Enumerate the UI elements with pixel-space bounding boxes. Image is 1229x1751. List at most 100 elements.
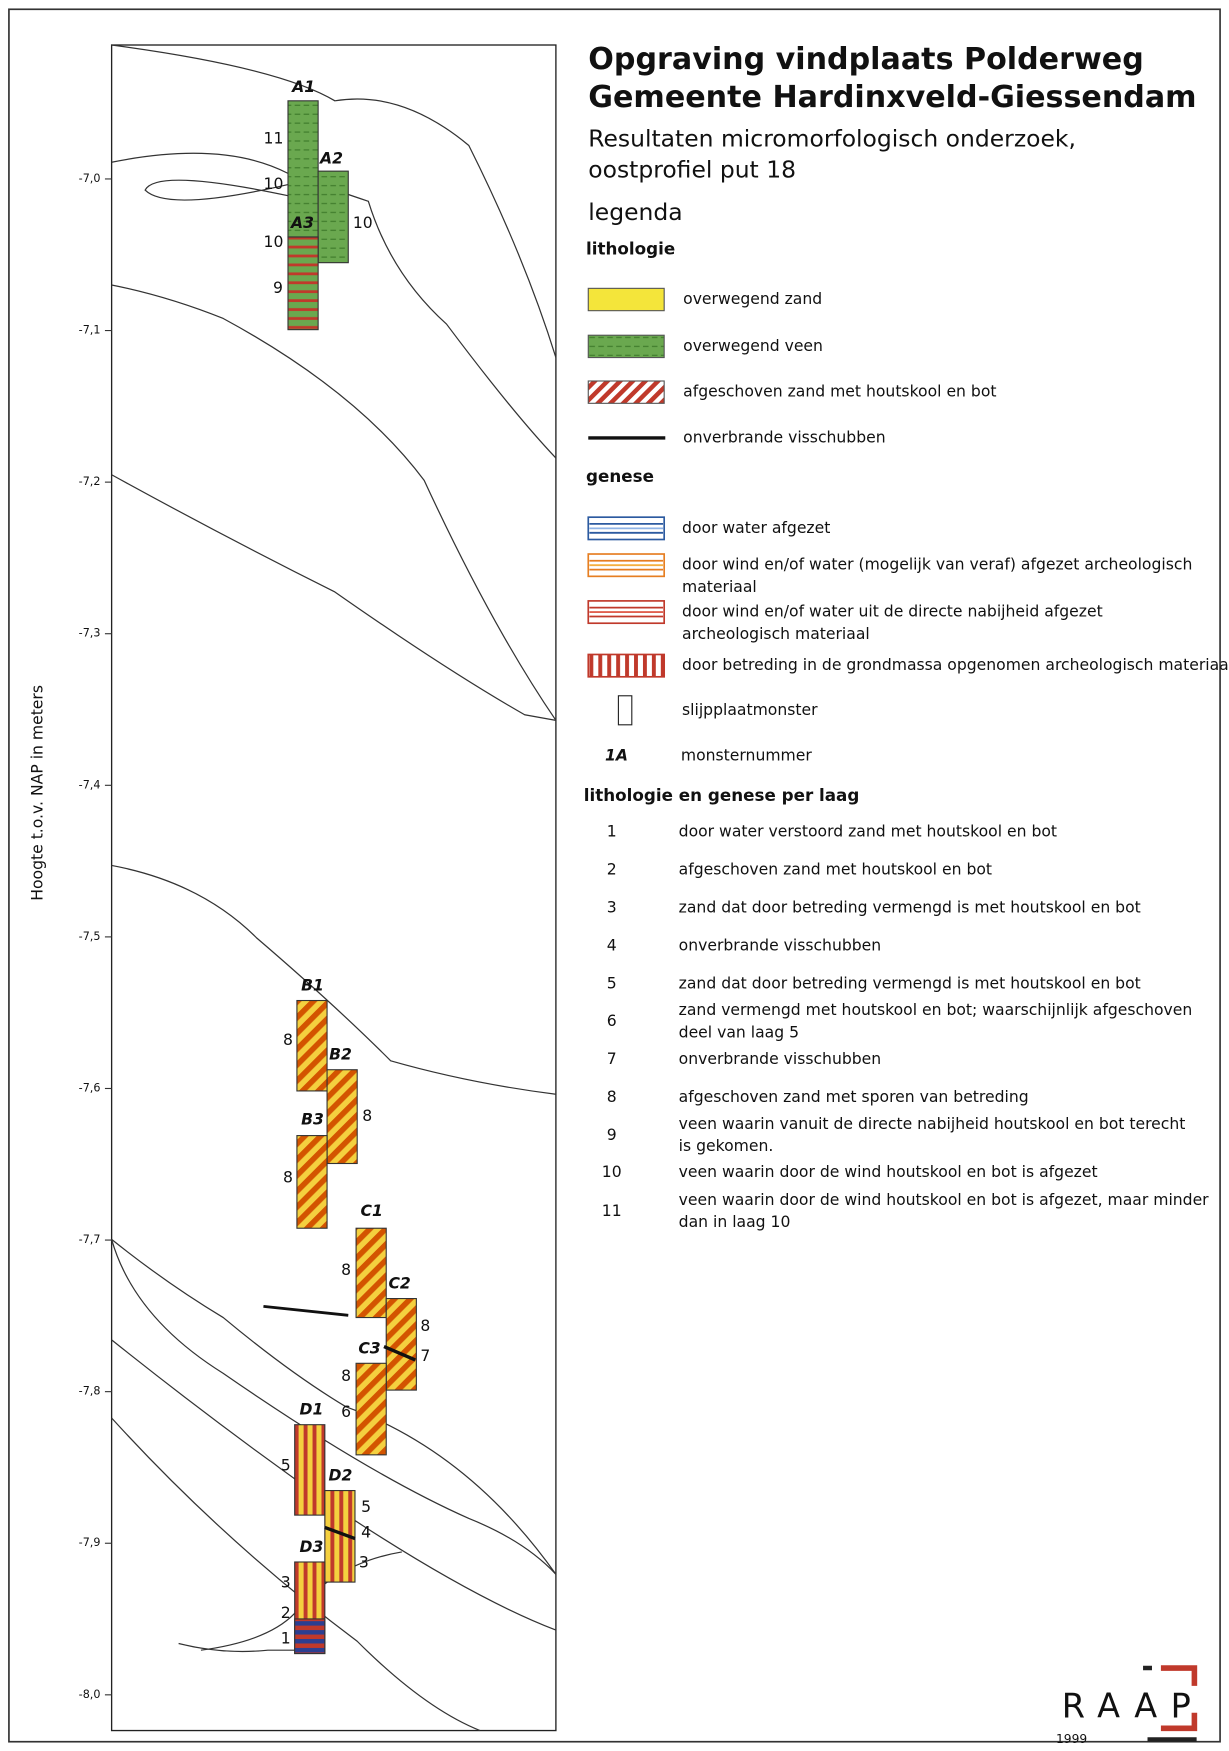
sample-segment xyxy=(295,1619,325,1654)
layer-label: 7 xyxy=(420,1347,430,1365)
y-tick-label: -7,3 xyxy=(79,627,101,640)
layer-label: 9 xyxy=(273,279,283,297)
y-tick-label: -7,8 xyxy=(79,1385,101,1398)
legend-label: door betreding in de grondmassa opgenome… xyxy=(682,656,1229,674)
layer-label: 4 xyxy=(361,1523,371,1541)
sample-label: C3 xyxy=(358,1339,380,1357)
swatch xyxy=(588,654,664,676)
logo: RAAP 1999 xyxy=(1056,1668,1204,1746)
layer-number: 9 xyxy=(607,1126,617,1144)
sample-column xyxy=(295,1425,325,1515)
layer-number: 10 xyxy=(602,1163,622,1181)
sample-column xyxy=(288,237,318,330)
logo-text: RAAP xyxy=(1062,1687,1204,1726)
title: Gemeente Hardinxveld-Giessendam xyxy=(588,80,1196,115)
sample-column xyxy=(327,1070,357,1164)
layer-number: 7 xyxy=(607,1050,617,1068)
layer-text: dan in laag 10 xyxy=(679,1213,791,1231)
sample-column xyxy=(318,171,348,263)
layer-text: zand dat door betreding vermengd is met … xyxy=(679,974,1141,992)
legend-label: slijpplaatmonster xyxy=(682,701,818,719)
sample-column xyxy=(386,1299,416,1391)
legend-label: door water afgezet xyxy=(682,519,830,537)
y-tick-label: -7,9 xyxy=(79,1536,101,1549)
legend-label: overwegend veen xyxy=(683,337,823,355)
layer-number: 5 xyxy=(607,974,617,992)
y-tick-label: -7,5 xyxy=(79,930,101,943)
y-tick-label: -7,6 xyxy=(79,1081,101,1094)
layer-number: 4 xyxy=(607,936,617,954)
layer-label: 3 xyxy=(281,1574,291,1592)
sample-label: D1 xyxy=(300,1401,324,1419)
sample-label: A1 xyxy=(290,78,315,96)
sample-column xyxy=(356,1363,386,1455)
layer-text: veen waarin door de wind houtskool en bo… xyxy=(679,1191,1210,1209)
layer-text: zand vermengd met houtskool en bot; waar… xyxy=(679,1001,1193,1019)
y-tick-label: -7,2 xyxy=(79,475,101,488)
layer-label: 11 xyxy=(264,129,284,147)
section-heading: lithologie xyxy=(586,238,675,258)
layer-text: afgeschoven zand met sporen van betredin… xyxy=(679,1088,1029,1106)
sample-column xyxy=(297,1001,327,1091)
sample-label: D2 xyxy=(329,1467,353,1485)
legend-label: door wind en/of water uit de directe nab… xyxy=(682,603,1103,621)
layer-label: 2 xyxy=(281,1604,291,1622)
layer-number: 2 xyxy=(607,860,617,878)
sample-label: B1 xyxy=(301,977,324,995)
layer-label: 8 xyxy=(341,1367,351,1385)
layer-text: door water verstoord zand met houtskool … xyxy=(679,822,1057,840)
subtitle: oostprofiel put 18 xyxy=(588,156,796,184)
layer-text: onverbrande visschubben xyxy=(679,1050,881,1068)
legend-label: afgeschoven zand met houtskool en bot xyxy=(683,383,996,401)
sample-label: C1 xyxy=(361,1202,383,1220)
layer-text: veen waarin door de wind houtskool en bo… xyxy=(679,1163,1098,1181)
y-tick-label: -7,1 xyxy=(79,324,101,337)
layer-label: 10 xyxy=(264,233,284,251)
layer-number: 8 xyxy=(607,1088,617,1106)
sample-label: A2 xyxy=(318,149,343,167)
section-heading: lithologie en genese per laag xyxy=(584,785,860,805)
layer-text: afgeschoven zand met houtskool en bot xyxy=(679,860,992,878)
legend-label: materiaal xyxy=(682,578,757,596)
layer-label: 8 xyxy=(283,1169,293,1187)
sample-column xyxy=(356,1228,386,1317)
layer-label: 10 xyxy=(353,214,373,232)
legend-heading: legenda xyxy=(588,198,682,226)
layer-label: 10 xyxy=(264,175,284,193)
legend-label: archeologisch materiaal xyxy=(682,625,870,643)
sample-label: D3 xyxy=(300,1538,324,1556)
swatch xyxy=(588,335,664,357)
layer-label: 3 xyxy=(359,1554,369,1572)
layer-label: 5 xyxy=(361,1498,371,1516)
layer-label: 8 xyxy=(341,1261,351,1279)
swatch xyxy=(618,696,631,725)
y-tick-label: -7,0 xyxy=(79,172,101,185)
layer-text: veen waarin vanuit de directe nabijheid … xyxy=(679,1115,1186,1133)
section-heading: genese xyxy=(586,466,654,486)
layer-number: 1 xyxy=(607,822,617,840)
legend-label: overwegend zand xyxy=(683,290,822,308)
layer-text: onverbrande visschubben xyxy=(679,936,881,954)
layer-text: zand dat door betreding vermengd is met … xyxy=(679,898,1141,916)
layer-text: is gekomen. xyxy=(679,1137,774,1155)
legend-label: door wind en/of water (mogelijk van vera… xyxy=(682,556,1192,574)
legend-label: onverbrande visschubben xyxy=(683,428,885,446)
swatch xyxy=(588,288,664,310)
axis-label: Hoogte t.o.v. NAP in meters xyxy=(28,685,46,901)
scale-line xyxy=(263,1306,348,1315)
sample-label: A3 xyxy=(289,214,314,232)
layer-label: 8 xyxy=(362,1107,372,1125)
y-tick-label: -7,4 xyxy=(79,778,101,791)
layer-label: 5 xyxy=(281,1457,291,1475)
sample-symbol: 1A xyxy=(605,747,628,765)
layer-label: 1 xyxy=(281,1630,291,1648)
layer-label: 8 xyxy=(283,1031,293,1049)
layer-number: 6 xyxy=(607,1012,617,1030)
title: Opgraving vindplaats Polderweg xyxy=(588,42,1144,77)
layer-label: 6 xyxy=(341,1403,351,1421)
logo-year: 1999 xyxy=(1056,1732,1087,1746)
sample-column xyxy=(297,1136,327,1229)
layer-number: 11 xyxy=(602,1202,622,1220)
sample-label: C2 xyxy=(388,1275,410,1293)
layer-text: deel van laag 5 xyxy=(679,1023,799,1041)
